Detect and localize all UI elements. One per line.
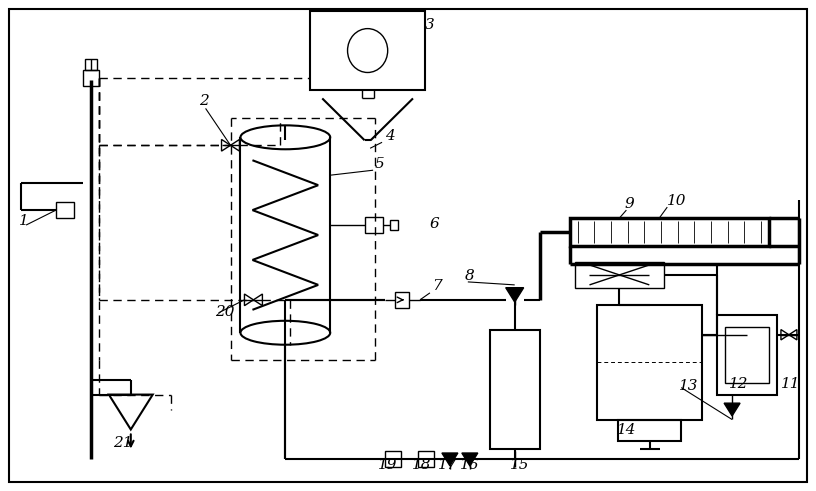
Bar bbox=[310, 11, 425, 90]
Text: 13: 13 bbox=[679, 379, 698, 393]
Polygon shape bbox=[724, 403, 740, 416]
Polygon shape bbox=[462, 453, 478, 466]
Text: 3: 3 bbox=[425, 18, 435, 31]
Text: 18: 18 bbox=[412, 459, 432, 472]
Text: 7: 7 bbox=[432, 279, 441, 293]
Bar bbox=[725, 327, 769, 382]
Bar bbox=[385, 451, 401, 467]
Bar bbox=[418, 451, 434, 467]
Text: 17: 17 bbox=[438, 459, 458, 472]
Bar bbox=[570, 218, 769, 246]
Bar bbox=[85, 58, 97, 71]
Bar bbox=[717, 315, 777, 395]
Text: 4: 4 bbox=[385, 129, 395, 143]
Text: 19: 19 bbox=[378, 459, 397, 472]
Bar bbox=[390, 220, 398, 230]
Bar bbox=[490, 330, 539, 449]
Polygon shape bbox=[442, 453, 458, 466]
Text: 2: 2 bbox=[198, 94, 208, 109]
Polygon shape bbox=[506, 288, 524, 302]
Text: 6: 6 bbox=[430, 217, 440, 231]
Bar bbox=[619, 419, 681, 441]
Text: 8: 8 bbox=[465, 269, 475, 283]
Bar bbox=[365, 217, 383, 233]
Bar bbox=[597, 305, 702, 419]
Text: 21: 21 bbox=[113, 436, 132, 450]
Bar bbox=[574, 262, 664, 288]
Text: 9: 9 bbox=[624, 197, 634, 211]
Bar bbox=[56, 202, 74, 218]
Text: 10: 10 bbox=[667, 194, 687, 208]
Text: 5: 5 bbox=[375, 157, 385, 171]
Bar bbox=[83, 71, 99, 86]
Text: 14: 14 bbox=[618, 423, 637, 437]
Text: 15: 15 bbox=[510, 459, 530, 472]
Text: 1: 1 bbox=[19, 214, 29, 228]
Text: 12: 12 bbox=[729, 377, 748, 391]
Text: 20: 20 bbox=[215, 305, 235, 319]
Bar bbox=[395, 292, 409, 308]
Text: 11: 11 bbox=[781, 377, 800, 391]
Text: 16: 16 bbox=[460, 459, 479, 472]
